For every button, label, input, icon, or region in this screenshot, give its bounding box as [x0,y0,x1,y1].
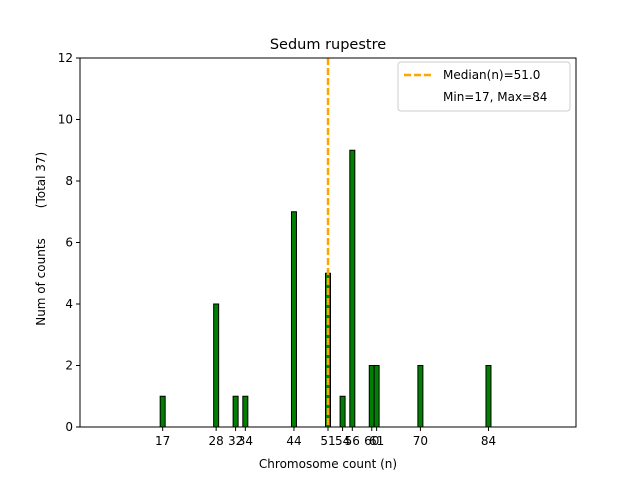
x-tick-label: 44 [286,434,301,448]
bar-34 [242,395,249,428]
bar-61 [373,365,380,428]
legend: Median(n)=51.0 Min=17, Max=84 [397,61,571,112]
x-tick-label: 61 [369,434,384,448]
x-tick-label: 56 [345,434,360,448]
y-tick-label: 2 [65,359,73,373]
x-tick-label: 17 [155,434,170,448]
x-tick-label: 70 [413,434,428,448]
y-axis-label: Num of counts [34,238,48,326]
legend-minmax-text: Min=17, Max=84 [443,90,547,104]
bar-60 [368,365,375,428]
x-axis-label: Chromosome count (n) [259,457,397,471]
y-axis-total-label: (Total 37) [34,152,48,208]
x-tick-label: 51 [320,434,335,448]
x-tick-label: 84 [481,434,496,448]
x-tick-label: 34 [238,434,253,448]
bar-56 [349,149,356,428]
y-tick-label: 6 [65,236,73,250]
y-tick-label: 4 [65,297,73,311]
bar-44 [290,211,297,428]
y-tick-label: 10 [58,113,73,127]
x-tick-label: 28 [209,434,224,448]
y-tick-label: 8 [65,174,73,188]
x-tick-label: 60 [364,434,379,448]
bar-54 [339,395,346,428]
x-tick-label: 32 [228,434,243,448]
bar-32 [232,395,239,428]
legend-box [397,61,571,112]
y-axis-ticks: 0 2 4 6 8 10 12 [58,51,80,434]
chart-title: Sedum rupestre [270,37,386,53]
bar-70 [417,365,424,428]
x-tick-label: 54 [335,434,350,448]
y-tick-label: 12 [58,51,73,65]
bar-17 [159,395,166,428]
bar-84 [485,365,492,428]
bar-28 [213,303,220,428]
legend-median-text: Median(n)=51.0 [443,68,540,82]
y-tick-label: 0 [65,420,73,434]
